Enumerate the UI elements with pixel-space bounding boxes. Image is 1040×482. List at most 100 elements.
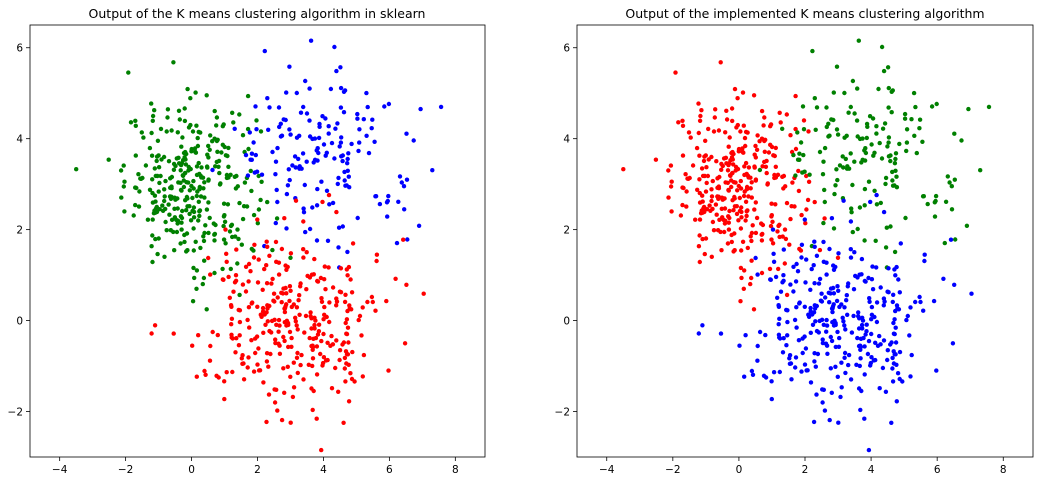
data-point	[813, 319, 818, 324]
data-point	[198, 245, 203, 251]
data-point	[796, 188, 802, 194]
data-point	[169, 194, 174, 199]
data-point	[153, 210, 158, 215]
data-point	[217, 170, 222, 176]
data-point	[232, 126, 237, 131]
data-point	[355, 215, 360, 221]
data-point	[345, 156, 350, 162]
data-point	[224, 172, 230, 178]
data-point	[200, 175, 206, 180]
data-point	[860, 157, 865, 162]
data-point	[908, 374, 913, 379]
data-point	[232, 280, 238, 285]
data-point	[257, 368, 263, 373]
data-point	[361, 117, 366, 122]
data-point	[866, 338, 872, 344]
data-point	[874, 131, 879, 136]
data-point	[834, 127, 840, 132]
data-point	[743, 199, 749, 204]
data-point	[164, 129, 169, 134]
data-point	[696, 244, 702, 249]
data-point	[783, 236, 789, 242]
data-point	[234, 247, 239, 252]
data-point	[763, 375, 769, 380]
data-point	[886, 85, 891, 91]
data-point	[769, 144, 775, 150]
data-point	[167, 212, 172, 217]
data-point	[131, 213, 136, 218]
data-point	[890, 355, 895, 361]
data-point	[237, 292, 242, 298]
data-point	[869, 355, 874, 360]
data-point	[279, 417, 285, 423]
data-point	[793, 146, 799, 152]
data-point	[893, 273, 898, 278]
data-point	[814, 253, 820, 258]
data-point	[289, 344, 294, 349]
data-point	[191, 186, 196, 191]
data-point	[251, 140, 256, 145]
data-point	[179, 215, 185, 221]
data-point	[180, 173, 185, 178]
data-point	[722, 229, 727, 235]
data-point	[813, 127, 818, 132]
data-point	[282, 390, 287, 395]
data-point	[872, 188, 877, 193]
data-point	[325, 340, 330, 345]
data-point	[843, 370, 848, 376]
data-point	[288, 251, 294, 256]
data-point	[255, 221, 260, 226]
data-point	[165, 107, 171, 112]
data-point	[716, 186, 722, 191]
data-point	[191, 265, 196, 271]
data-point	[816, 281, 822, 286]
data-point	[325, 238, 331, 243]
data-point	[777, 110, 782, 116]
data-point	[220, 124, 225, 129]
data-point	[182, 232, 187, 238]
data-point	[149, 153, 155, 158]
data-point	[794, 305, 799, 310]
data-point	[680, 118, 685, 124]
data-point	[176, 155, 181, 160]
data-point	[402, 207, 407, 212]
data-point	[182, 239, 187, 245]
data-point	[822, 145, 828, 151]
data-point	[842, 350, 848, 356]
data-point	[746, 165, 752, 170]
x-tick-label: 2	[802, 464, 809, 476]
data-point	[730, 118, 735, 124]
data-point	[740, 90, 746, 95]
data-point	[214, 123, 219, 128]
data-point	[738, 186, 744, 191]
data-point	[264, 359, 270, 364]
data-point	[276, 260, 282, 265]
data-point	[892, 317, 897, 322]
data-point	[917, 126, 922, 131]
data-point	[396, 199, 401, 204]
data-point	[792, 317, 798, 323]
data-point	[737, 195, 742, 201]
data-point	[704, 165, 709, 170]
data-point	[208, 343, 213, 349]
data-point	[339, 135, 344, 140]
data-point	[881, 303, 886, 308]
data-point	[231, 289, 236, 294]
data-point	[699, 108, 704, 113]
data-point	[736, 149, 741, 154]
data-point	[128, 120, 134, 125]
data-point	[888, 153, 893, 158]
data-point	[829, 390, 834, 395]
data-point	[885, 144, 890, 149]
data-point	[917, 117, 923, 122]
data-point	[831, 285, 836, 291]
data-point	[317, 124, 322, 129]
data-point	[856, 326, 862, 331]
data-point	[844, 133, 849, 138]
data-point	[319, 296, 324, 301]
data-point	[812, 359, 817, 364]
data-point	[255, 304, 260, 309]
data-point	[833, 344, 838, 350]
data-point	[307, 86, 312, 91]
data-point	[697, 200, 703, 205]
